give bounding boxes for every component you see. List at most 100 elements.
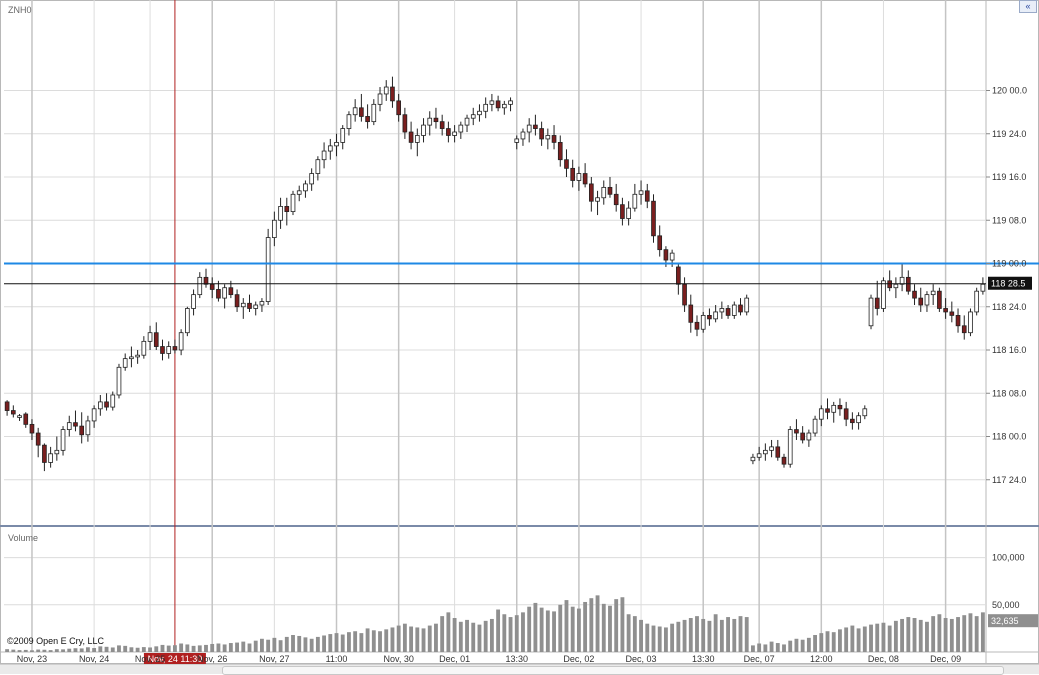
candle-body xyxy=(216,289,221,299)
candle-body xyxy=(570,167,576,181)
time-tick-label: Nov, 30 xyxy=(383,654,413,664)
volume-bar xyxy=(794,638,799,652)
time-tick-label: Dec, 03 xyxy=(626,654,657,664)
candle-body xyxy=(433,117,439,123)
volume-bar xyxy=(949,618,954,652)
candle-body xyxy=(607,186,613,195)
candle-body xyxy=(850,418,855,424)
price-tick-label: 119 08.0 xyxy=(992,215,1026,225)
volume-bar xyxy=(589,598,594,652)
volume-bar xyxy=(819,633,824,652)
candle-body xyxy=(346,114,352,129)
candle-body xyxy=(682,283,687,306)
volume-bar xyxy=(440,616,445,652)
volume-bar xyxy=(123,645,128,652)
volume-bar xyxy=(222,644,227,652)
volume-bar xyxy=(179,643,184,652)
volume-bar xyxy=(446,612,451,652)
candle-body xyxy=(458,124,464,133)
volume-bar xyxy=(117,645,121,652)
last-price-tag xyxy=(988,276,1032,290)
candle-body xyxy=(756,453,762,458)
candle-body xyxy=(23,413,29,425)
volume-bar xyxy=(732,618,737,652)
candle-body xyxy=(495,100,501,109)
volume-bar xyxy=(235,642,239,652)
volume-tick-label: 100,000 xyxy=(992,553,1025,563)
copyright-text: ©2009 Open E Cry, LLC xyxy=(7,636,105,646)
candle-body xyxy=(129,356,134,360)
time-tick-label: 13:30 xyxy=(505,654,528,664)
volume-bar xyxy=(751,645,755,652)
volume-bar xyxy=(216,643,221,652)
scrollbar-thumb[interactable] xyxy=(222,666,1004,675)
volume-bar xyxy=(30,650,34,652)
candle-body xyxy=(924,294,930,306)
volume-bar xyxy=(148,647,152,652)
volume-bar xyxy=(645,623,650,652)
candle-body xyxy=(626,207,631,219)
volume-bar xyxy=(315,636,320,652)
time-tick-label: 13:30 xyxy=(692,654,715,664)
volume-bar xyxy=(434,623,438,652)
volume-bar xyxy=(583,601,588,652)
horizontal-lines[interactable]: 118 28.5 xyxy=(4,262,1039,290)
volume-bar xyxy=(974,616,979,652)
candle-body xyxy=(247,302,252,309)
candle-body xyxy=(676,266,681,285)
volume-bar xyxy=(763,644,768,652)
candle-body xyxy=(589,183,594,202)
candle-body xyxy=(825,408,830,413)
volume-bar xyxy=(688,618,693,652)
candle-body xyxy=(284,206,290,213)
candle-body xyxy=(539,128,544,140)
volume-bar xyxy=(228,643,233,652)
candle-body xyxy=(744,297,750,313)
volume-bar xyxy=(98,646,103,652)
volume-bar xyxy=(340,634,345,652)
volume-bar xyxy=(396,625,401,652)
volume-bar xyxy=(409,626,414,652)
volume-bar xyxy=(956,617,960,652)
candle-body xyxy=(968,311,973,334)
volume-bar xyxy=(875,623,880,652)
volume-bar xyxy=(73,648,78,652)
volume-bar xyxy=(719,619,724,652)
candle-body xyxy=(116,366,122,396)
volume-bar xyxy=(514,615,519,652)
volume-bar xyxy=(502,614,507,652)
volume-bar xyxy=(402,623,407,652)
volume-bar xyxy=(769,641,774,652)
price-tick-label: 120 00.0 xyxy=(992,86,1027,96)
volume-bar xyxy=(788,640,793,652)
volume-bar xyxy=(595,595,600,652)
collapse-panel-button[interactable]: « xyxy=(1019,0,1037,13)
last-price-label: 118 28.5 xyxy=(991,279,1025,289)
candle-body xyxy=(663,249,669,261)
volume-bar xyxy=(54,649,59,652)
volume-bar xyxy=(806,637,811,652)
volume-bar xyxy=(247,643,252,652)
candle-body xyxy=(315,159,321,174)
time-tick-label: Dec, 02 xyxy=(563,654,594,664)
volume-bar xyxy=(185,644,190,652)
volume-bar xyxy=(539,607,544,652)
candle-body xyxy=(178,332,184,351)
volume-bar xyxy=(670,623,675,652)
last-volume-label: 32,635 xyxy=(991,616,1019,626)
candle-body xyxy=(439,121,445,129)
volume-bar xyxy=(844,627,849,652)
volume-bar xyxy=(11,649,16,652)
candle-body xyxy=(980,283,986,292)
volume-bar xyxy=(166,645,171,652)
candle-body xyxy=(893,283,899,289)
candle-body xyxy=(153,332,159,347)
candle-body xyxy=(632,193,638,209)
volume-bar xyxy=(663,627,668,652)
price-tick-label: 118 08.0 xyxy=(992,388,1026,398)
candle-body xyxy=(713,311,718,320)
volume-bar xyxy=(825,631,830,652)
candle-body xyxy=(259,301,265,306)
candle-body xyxy=(955,314,961,327)
